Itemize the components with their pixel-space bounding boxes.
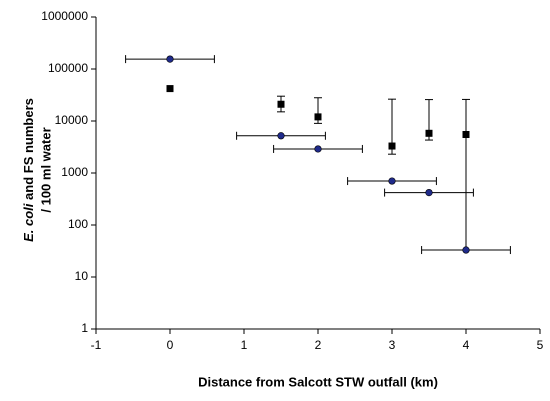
point (277, 100, 285, 108)
point (388, 142, 396, 150)
point (462, 131, 470, 139)
point (277, 132, 285, 140)
x-tick-label: 0 (167, 338, 174, 352)
x-axis-label: Distance from Salcott STW outfall (km) (198, 374, 438, 389)
y-tick-label: 100 (68, 217, 88, 231)
y-tick-label: 1 (81, 321, 88, 335)
x-tick-label: 3 (389, 338, 396, 352)
y-tick-label: 1000000 (41, 9, 88, 23)
point (314, 113, 322, 121)
point (314, 145, 322, 153)
y-tick-label: 1000 (61, 165, 88, 179)
y-tick-label: 100000 (48, 61, 88, 75)
point (425, 129, 433, 137)
x-tick-label: 5 (537, 338, 544, 352)
y-axis-label-line2: / 100 ml water (38, 127, 53, 212)
y-axis-label-rest: and FS numbers (21, 98, 36, 200)
y-tick-label: 10000 (55, 113, 89, 127)
x-tick-label: 1 (241, 338, 248, 352)
point (462, 246, 470, 254)
point (425, 188, 433, 197)
y-axis-label-italic: E. coli (21, 203, 36, 242)
x-tick-label: 4 (463, 338, 470, 352)
point (166, 55, 174, 63)
point (166, 85, 174, 93)
y-tick-label: 10 (75, 269, 89, 283)
x-tick-label: 2 (315, 338, 322, 352)
y-axis-label: E. coli and FS numbers (21, 98, 36, 242)
point (388, 177, 396, 185)
x-tick-label: -1 (91, 338, 102, 352)
